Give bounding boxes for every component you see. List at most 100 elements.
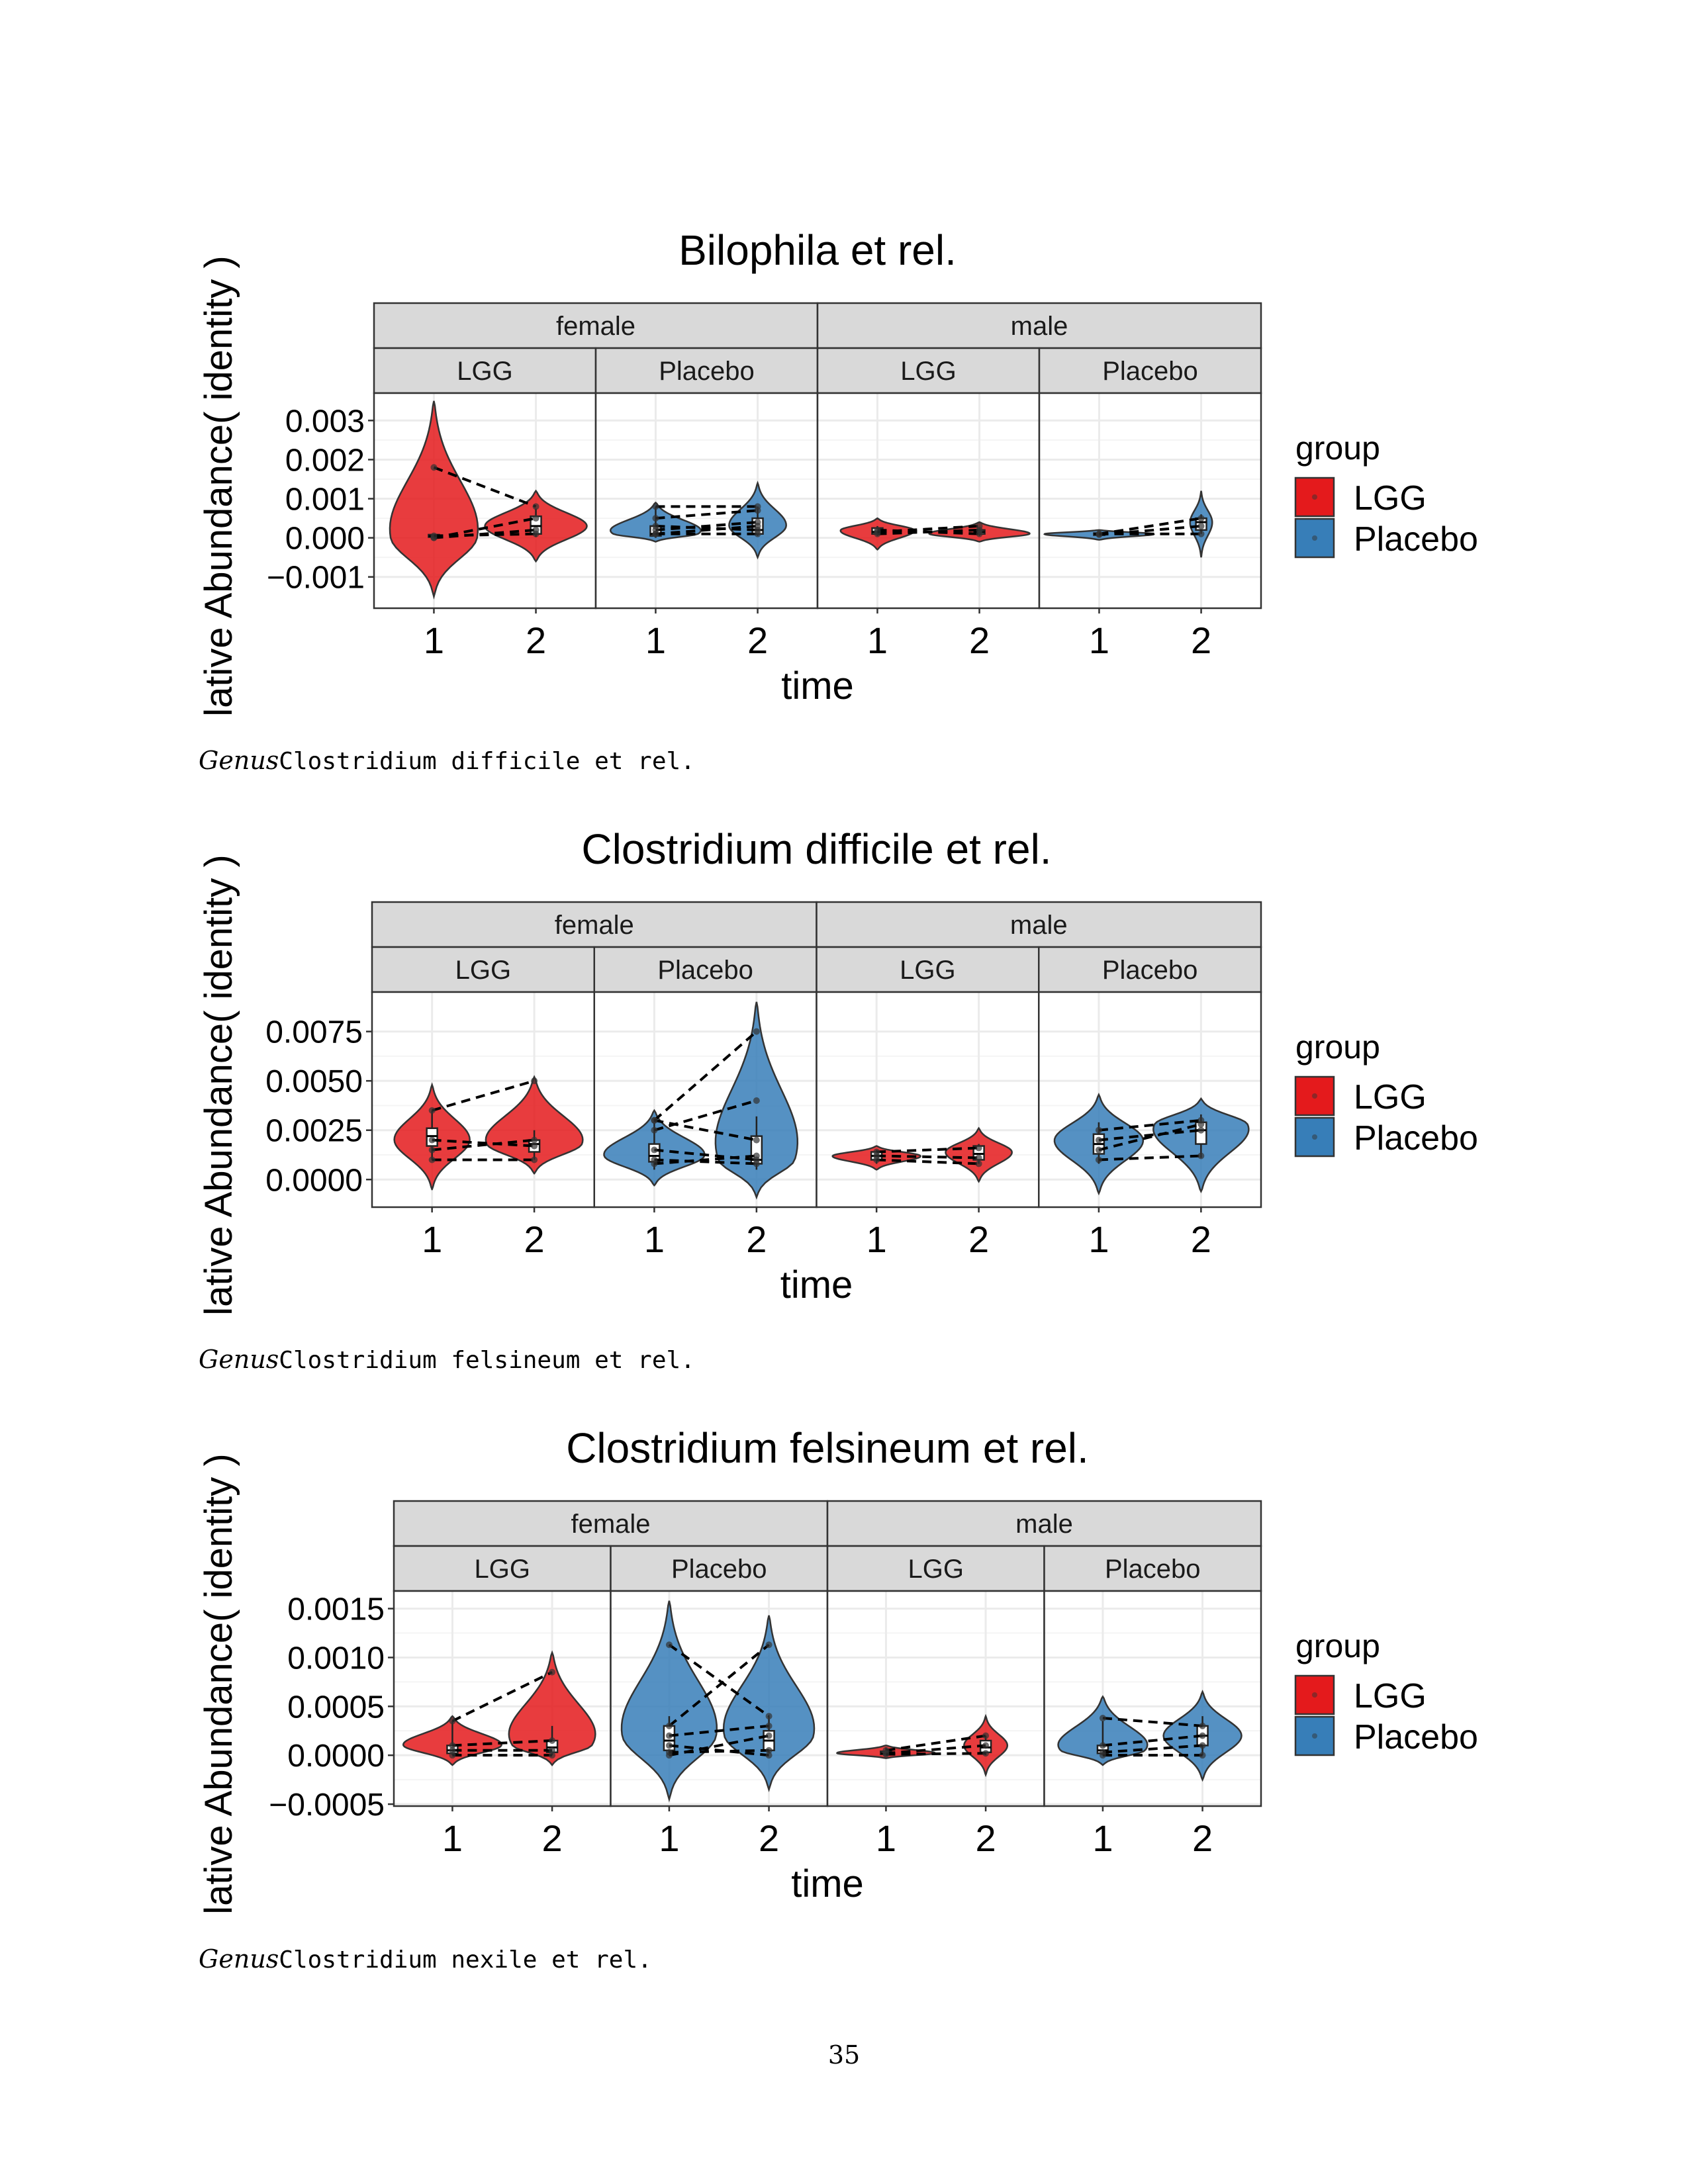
panel-background [596,393,818,608]
x-tick-label: 1 [1092,1817,1113,1859]
x-axis-label: time [791,1862,864,1905]
paired-line [655,509,758,520]
violin-lgg-time-1 [389,400,479,600]
data-point [1095,1156,1102,1163]
data-point [449,1742,456,1749]
data-point [532,503,539,510]
panel-border [1043,1590,1262,1807]
legend-title: group [1295,430,1380,467]
chart-title: Clostridium difficile et rel. [581,825,1051,873]
y-tick-label: 0.0000 [265,1163,363,1198]
x-tick-label: 1 [1089,619,1109,661]
data-point [1099,1742,1106,1749]
panel-background [818,393,1039,608]
data-point [651,1160,658,1167]
data-point [665,1742,673,1749]
data-point [982,1750,990,1757]
caption-mono: Clostridium nexile et rel. [279,1946,652,1974]
violin-placebo-time-2 [722,1615,816,1792]
legend-label-placebo: Placebo [1354,520,1478,559]
x-tick-label: 1 [867,619,888,661]
paired-line [653,1099,757,1132]
strip-group-label: LGG [455,956,511,985]
chart-title: Clostridium felsineum et rel. [566,1424,1089,1472]
strip-group-1 [393,1545,612,1592]
data-point [430,532,438,539]
y-tick-label: −0.001 [267,561,365,596]
panel-background [827,1591,1045,1806]
strip-sex-female [373,302,819,349]
paired-line [451,1670,553,1723]
data-point [1197,1126,1205,1134]
data-point [753,1160,760,1167]
data-point [975,1144,982,1152]
panel-border [1038,991,1262,1208]
y-tick-label: 0.0025 [265,1114,363,1149]
paired-line [653,1030,758,1122]
strip-group-label: Placebo [1105,1555,1201,1584]
data-point [765,1641,773,1649]
strip-group-label: LGG [908,1555,964,1584]
paired-line [434,532,536,537]
y-axis-label: lative Abundance( identity ) [197,1453,240,1914]
page-number: 35 [828,2040,860,2070]
panel-background [1044,1591,1261,1806]
figure-caption: GenusClostridium difficile et rel. [199,746,695,775]
strip-sex-label: female [556,312,635,341]
data-point [882,1751,890,1758]
data-point [975,1160,982,1167]
data-point [754,530,761,537]
strip-group-label: Placebo [657,956,753,985]
panel-background [1039,992,1261,1207]
legend-title: group [1295,1627,1380,1664]
legend-key-point [1312,1692,1317,1698]
paired-line [655,524,758,535]
paired-line [1099,517,1201,535]
paired-line [669,1724,769,1737]
data-point [874,528,881,535]
x-tick-label: 2 [526,619,546,661]
data-point [1197,1152,1205,1160]
data-point [428,1107,436,1114]
paired-line [1102,1744,1203,1754]
paired-line [668,1643,770,1717]
legend-title: group [1295,1028,1380,1066]
figure-caption: GenusClostridium felsineum et rel. [199,1345,695,1374]
data-point [449,1717,456,1725]
data-point [428,1156,436,1163]
data-point [765,1747,773,1754]
data-point [652,503,659,510]
data-point [651,1146,658,1154]
data-point [753,1028,760,1035]
data-point [665,1722,673,1729]
paired-line [1102,1717,1203,1727]
strip-group-label: LGG [900,357,956,386]
strip-group-4 [1038,946,1262,993]
data-point [665,1641,673,1649]
x-tick-label: 1 [424,619,444,661]
x-tick-label: 1 [659,1817,679,1859]
paired-line [669,1749,769,1754]
paired-line [655,524,758,531]
data-point [449,1752,456,1759]
x-tick-label: 2 [524,1218,545,1260]
paired-line [876,1158,979,1165]
data-point [549,1668,556,1676]
y-tick-label: 0.0050 [265,1064,363,1099]
strip-sex-male [816,901,1262,948]
data-point [531,1136,538,1144]
y-tick-label: 0.001 [285,482,365,518]
legend-label-lgg: LGG [1354,479,1427,518]
data-point [1099,1715,1106,1722]
caption-italic: Genus [199,1345,279,1374]
paired-line [432,1079,535,1112]
x-tick-label: 2 [1191,619,1211,661]
paired-line [432,1138,535,1148]
data-point [1099,1752,1106,1759]
y-axis-label: lative Abundance( identity ) [197,854,240,1315]
x-tick-label: 2 [1192,1817,1213,1859]
data-point [665,1732,673,1739]
